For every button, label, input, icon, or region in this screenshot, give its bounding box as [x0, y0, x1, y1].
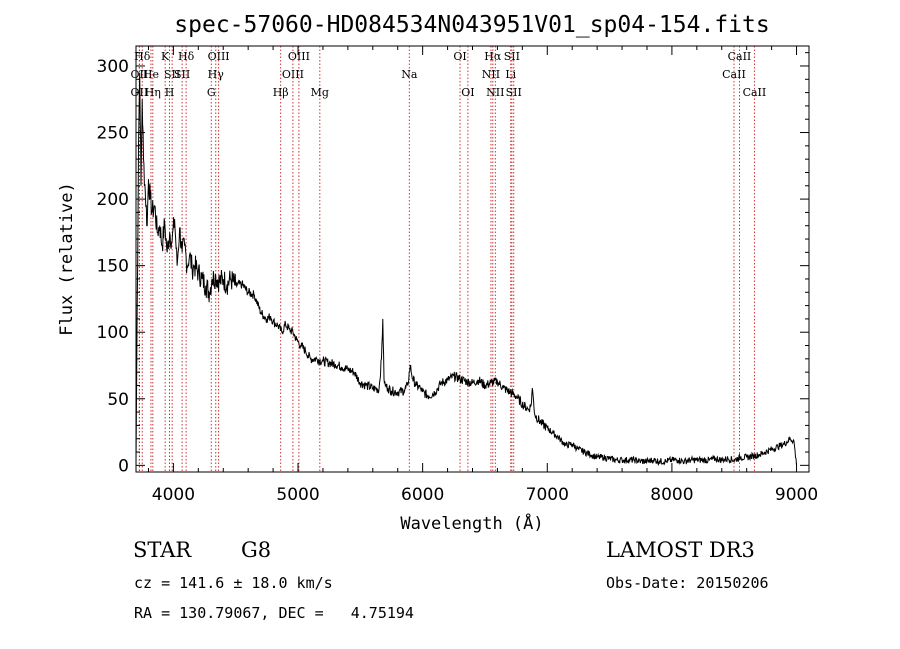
line-marker-label: Hα	[484, 50, 502, 63]
obs-date: Obs-Date: 20150206	[606, 574, 769, 592]
x-tick-label: 5000	[276, 485, 319, 505]
y-tick-label: 0	[118, 456, 129, 476]
plot-frame	[135, 45, 810, 473]
x-tick-label: 7000	[526, 485, 569, 505]
line-marker-label: NII	[486, 86, 504, 99]
y-axis-label: Flux (relative)	[57, 182, 77, 336]
line-marker-label: OIII	[288, 50, 310, 63]
x-tick-label: 8000	[650, 485, 693, 505]
x-tick-label: 6000	[401, 485, 444, 505]
line-marker-label: Na	[401, 68, 418, 81]
line-marker-label: He	[143, 68, 159, 81]
axis-ticks: 4000 5000 6000 7000 8000 9000 0 50 100 150 200 250 3…	[97, 46, 818, 505]
line-marker-label: Hδ	[178, 50, 195, 63]
line-marker-label: Hβ	[273, 86, 289, 99]
redshift-text: cz = 141.6 ± 18.0 km/s	[134, 574, 333, 592]
chart-title: spec-57060-HD084534N043951V01_sp04-154.f…	[174, 12, 769, 38]
survey-name: LAMOST DR3	[606, 538, 755, 562]
plot-area	[135, 72, 797, 467]
line-marker-label: Mg	[311, 86, 329, 99]
y-tick-label: 150	[97, 257, 129, 277]
y-tick-label: 200	[97, 190, 129, 210]
line-marker-label: CaII	[728, 50, 752, 63]
line-marker-label: H	[165, 86, 175, 99]
object-class: STAR	[133, 538, 192, 562]
line-marker-label: CaII	[722, 68, 746, 81]
coordinates: RA = 130.79067, DEC = 4.75194	[134, 604, 414, 622]
x-axis-label: Wavelength (Å)	[400, 512, 543, 534]
line-marker-label: Hη	[145, 86, 161, 99]
line-marker-label: SII	[164, 68, 180, 81]
y-tick-label: 100	[97, 323, 129, 343]
subclass: G8	[241, 538, 272, 562]
line-marker-label: Hγ	[208, 68, 225, 81]
line-marker-label: Hδ	[134, 50, 151, 63]
line-marker-label: G	[207, 86, 216, 99]
y-tick-label: 50	[107, 390, 129, 410]
line-marker-label: OI	[461, 86, 474, 99]
x-tick-label: 4000	[152, 485, 195, 505]
line-marker-label: SII	[506, 86, 522, 99]
line-marker-label: SII	[174, 68, 190, 81]
line-marker-label: NII	[482, 68, 500, 81]
line-marker-label: K	[161, 50, 170, 63]
spectrum-line	[135, 72, 797, 467]
line-marker-label: SII	[504, 50, 520, 63]
x-tick-label: 9000	[775, 485, 818, 505]
line-marker-label: CaII	[743, 86, 767, 99]
line-marker-label: Li	[505, 68, 516, 81]
line-marker-label: OIII	[208, 50, 230, 63]
y-tick-label: 300	[97, 57, 129, 77]
line-marker-label: OI	[453, 50, 466, 63]
y-tick-label: 250	[97, 124, 129, 144]
line-marker-label: OIII	[282, 68, 304, 81]
